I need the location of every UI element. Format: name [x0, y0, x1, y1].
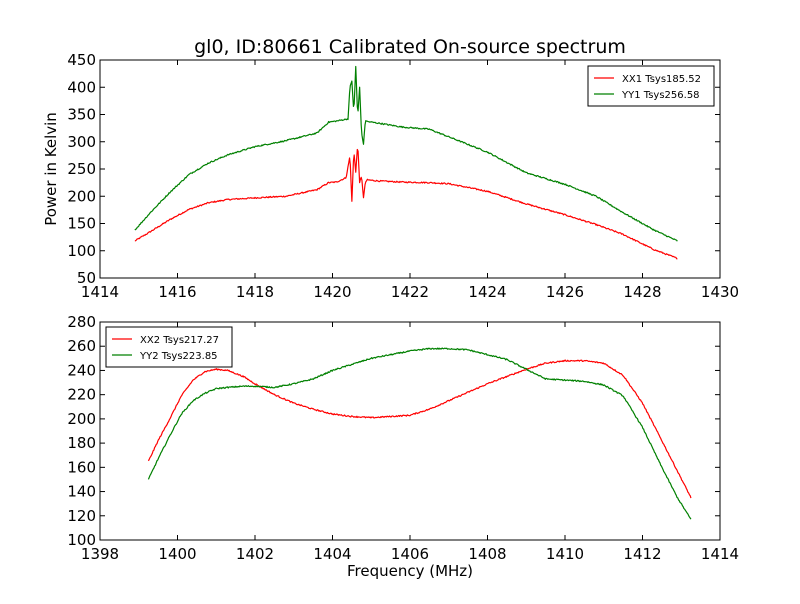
- panel1-x-tick-label: 1430: [701, 283, 739, 301]
- panel1-x-tick-label: 1424: [468, 283, 506, 301]
- panel2-legend-label-2: YY2 Tsys223.85: [139, 351, 218, 362]
- panel1-legend-box: [587, 65, 715, 107]
- panel2-x-tick-label: 1400: [158, 545, 196, 563]
- panel1-legend-label-2: YY1 Tsys256.58: [621, 90, 700, 101]
- panel1-legend-label-1: XX1 Tsys185.52: [622, 74, 701, 85]
- panel1-axes: 1414 1416 1418 1420 1422 1424 1426 1428 1430 50 10…: [42, 51, 739, 301]
- panel1-y-tick-label: 250: [67, 160, 96, 178]
- panel1-y-tick-label: 350: [67, 106, 96, 124]
- chart-title: gl0, ID:80661 Calibrated On-source spect…: [194, 36, 626, 58]
- panel2-y-tick-label: 260: [67, 337, 96, 355]
- panel1-series-line-1: [134, 148, 678, 260]
- panel1-x-tick-label: 1426: [546, 283, 584, 301]
- panel2-x-tick-label: 1402: [236, 545, 274, 563]
- panel1-x-tick-label: 1422: [391, 283, 429, 301]
- panel2-y-tick-label: 240: [67, 361, 96, 379]
- panel1-x-tick-label: 1418: [236, 283, 274, 301]
- panel2-y-tick-label: 160: [67, 458, 96, 476]
- panel1-legend: XX1 Tsys185.52 YY1 Tsys256.58: [587, 65, 715, 107]
- panel2-x-tick-label: 1408: [468, 545, 506, 563]
- panel2-x-axis-label: Frequency (MHz): [347, 562, 473, 580]
- panel2-y-tick-label: 120: [67, 507, 96, 525]
- panel2-legend-box: [105, 326, 233, 368]
- panel1-y-tick-label: 450: [67, 51, 96, 69]
- panel2-y-tick-label: 220: [67, 386, 96, 404]
- panel1-series-line-2: [134, 65, 678, 242]
- panel2-y-tick-label: 140: [67, 483, 96, 501]
- panel1-y-tick-label: 400: [67, 78, 96, 96]
- panel1-y-tick-label: 50: [77, 269, 96, 287]
- panel2-x-tick-label: 1414: [701, 545, 739, 563]
- panel1-y-tick-label: 300: [67, 133, 96, 151]
- panel2-legend: XX2 Tsys217.27 YY2 Tsys223.85: [105, 326, 233, 368]
- panel1-x-tick-label: 1414: [81, 283, 119, 301]
- panel1-x-tick-label: 1416: [158, 283, 196, 301]
- panel1-y-tick-label: 150: [67, 215, 96, 233]
- panel1-y-tick-label: 200: [67, 187, 96, 205]
- panel2-legend-label-1: XX2 Tsys217.27: [140, 335, 219, 346]
- panel2-x-tick-label: 1412: [623, 545, 661, 563]
- panel2-axes: 1398 1400 1402 1404 1406 1408 1410 1412 1414 100 1…: [67, 313, 739, 580]
- panel2-x-tick-label: 1410: [546, 545, 584, 563]
- panel2-x-tick-label: 1398: [81, 545, 119, 563]
- panel2-y-tick-label: 200: [67, 410, 96, 428]
- panel1-x-tick-label: 1420: [313, 283, 351, 301]
- panel1-y-axis-label: Power in Kelvin: [42, 112, 60, 226]
- panel2-y-tick-label: 180: [67, 434, 96, 452]
- panel1-y-tick-label: 100: [67, 242, 96, 260]
- panel2-x-tick-label: 1406: [391, 545, 429, 563]
- panel2-series-line-2: [147, 347, 692, 520]
- panel2-x-tick-label: 1404: [313, 545, 351, 563]
- panel1-x-tick-label: 1428: [623, 283, 661, 301]
- panel2-y-tick-label: 280: [67, 313, 96, 331]
- panel2-y-tick-label: 100: [67, 531, 96, 549]
- panel2-series-line-1: [147, 359, 692, 499]
